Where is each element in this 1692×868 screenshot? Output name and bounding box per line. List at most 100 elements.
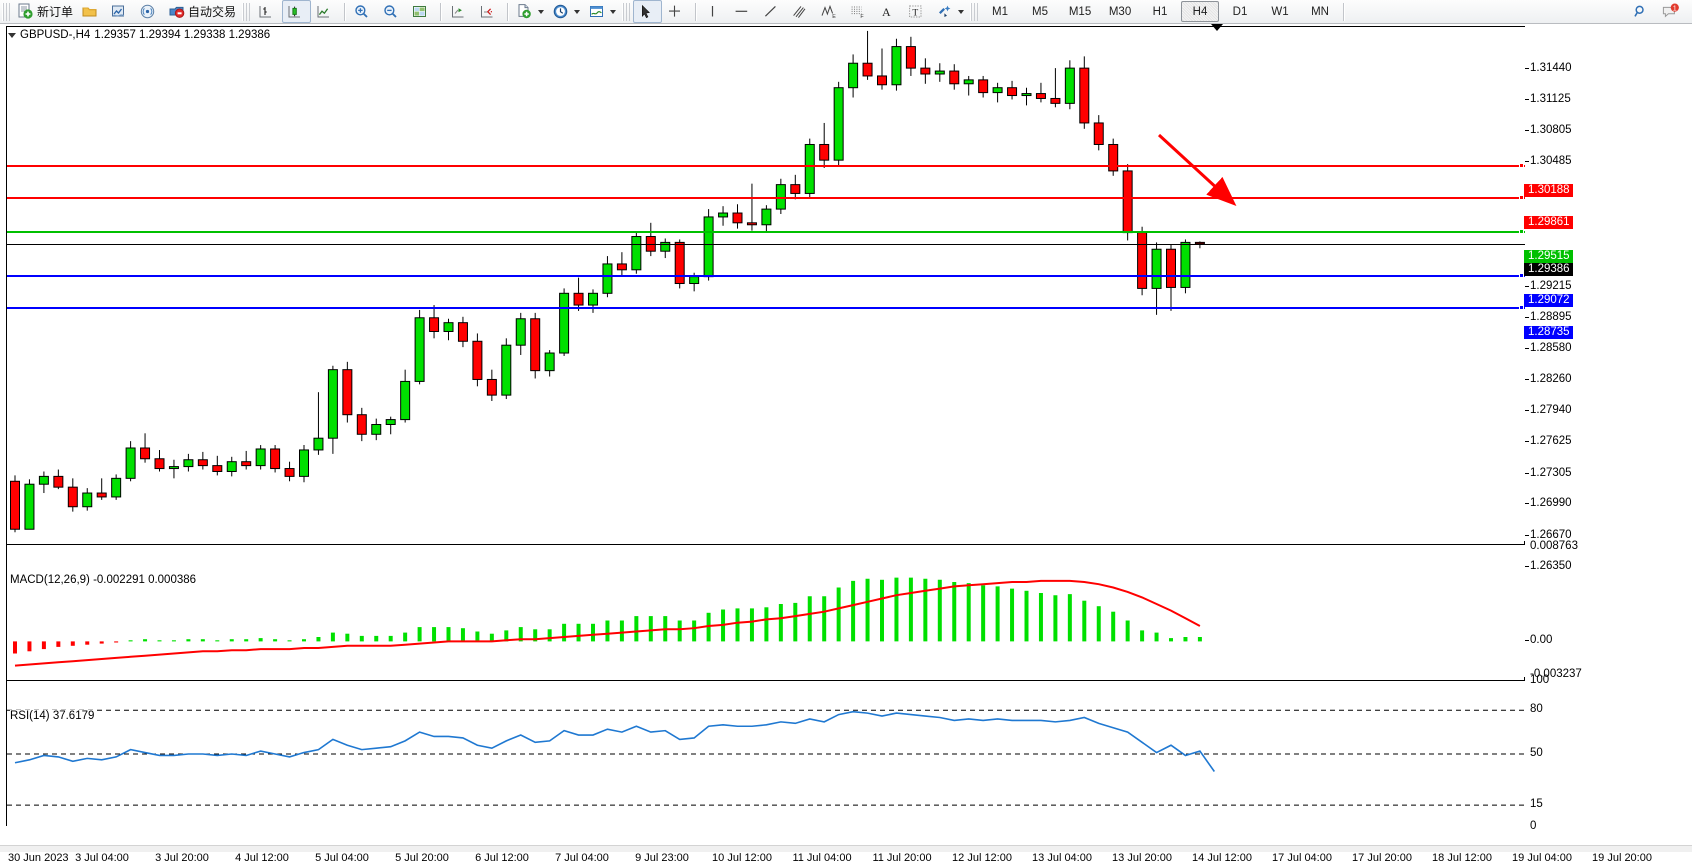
- window-collapse-caret-icon[interactable]: [1211, 24, 1223, 31]
- toolbar-grip-3[interactable]: [622, 2, 631, 21]
- auto-scroll-button[interactable]: [474, 0, 503, 23]
- new-chart-dropdown-caret[interactable]: [538, 9, 545, 14]
- candle-body: [1166, 248, 1176, 288]
- timeframe-h4[interactable]: H4: [1181, 1, 1220, 22]
- timeframe-h1[interactable]: H1: [1152, 5, 1168, 18]
- fibonacci-icon: F: [851, 6, 864, 20]
- period-dropdown-caret[interactable]: [574, 9, 581, 14]
- candle-body: [1035, 93, 1046, 99]
- chart-area[interactable]: GBPUSD-,H4 1.29357 1.29394 1.29338 1.293…: [0, 24, 1692, 864]
- candle-body: [443, 322, 454, 332]
- timeframe-mn[interactable]: MN: [1311, 5, 1329, 18]
- text-tool-button[interactable]: A: [874, 0, 903, 23]
- elliott-wave-tool-button[interactable]: E: [816, 0, 845, 23]
- templates-dropdown-caret[interactable]: [610, 9, 617, 14]
- price-axis[interactable]: 1.31440 1.31125 1.30805 1.30485 1.30188 1.298…: [1524, 50, 1692, 850]
- level-line-resistance-0[interactable]: [7, 165, 1525, 168]
- chart-shift-button[interactable]: [445, 0, 474, 23]
- new-order-button[interactable]: 新订单: [13, 0, 77, 23]
- horizontal-line-tool-button[interactable]: [729, 0, 758, 23]
- search-icon: [1634, 5, 1644, 17]
- rsi-axis-tick: 80: [1530, 703, 1543, 716]
- price-tag-support[interactable]: 1.28735: [1524, 326, 1573, 340]
- timeframe-m1[interactable]: M1: [992, 5, 1009, 18]
- rsi-axis-tick: 100: [1530, 674, 1550, 686]
- level-line-handle[interactable]: [1519, 229, 1524, 235]
- candlestick-chart-button[interactable]: [282, 0, 312, 23]
- grid-toggle-button[interactable]: [407, 0, 436, 23]
- clock-icon: [553, 4, 568, 19]
- price-axis-tick: 1.27305: [1525, 466, 1572, 479]
- level-line-handle[interactable]: [1519, 272, 1524, 278]
- price-pane[interactable]: [7, 27, 1525, 541]
- timeframe-d1[interactable]: D1: [1232, 5, 1248, 18]
- price-tag-entry[interactable]: 1.29515: [1524, 250, 1573, 264]
- cursor-tool-button[interactable]: [633, 0, 663, 23]
- candle-body: [154, 458, 165, 470]
- vertical-line-tool-button[interactable]: [700, 0, 729, 23]
- price-tag-resistance[interactable]: 1.30188: [1524, 184, 1573, 198]
- candle-body: [819, 143, 830, 161]
- timeframe-m5[interactable]: M5: [1032, 5, 1049, 18]
- level-line-resistance-1[interactable]: [7, 197, 1525, 200]
- level-line-entry-2[interactable]: [7, 231, 1525, 234]
- downtrend-arrow-icon[interactable]: [1157, 133, 1237, 207]
- rsi-axis-tick: 15: [1530, 798, 1543, 811]
- level-line-current-price-3[interactable]: [7, 243, 1525, 245]
- time-axis-label: 10 Jul 12:00: [712, 852, 772, 864]
- toolbar-grip-2[interactable]: [242, 2, 251, 21]
- grid-icon: [413, 6, 427, 17]
- bar-chart-button[interactable]: [253, 0, 282, 23]
- bar-chart-icon: [259, 6, 272, 18]
- search-button[interactable]: [1628, 0, 1657, 23]
- crosshair-tool-button[interactable]: [662, 0, 691, 23]
- level-line-handle[interactable]: [1519, 305, 1524, 311]
- period-button[interactable]: [548, 0, 584, 23]
- annotation-arrow: [1157, 133, 1237, 207]
- timeframe-w1[interactable]: W1: [1271, 5, 1289, 18]
- toolbar-grip-4[interactable]: [970, 2, 979, 21]
- text-label-tool-button[interactable]: T: [903, 0, 932, 23]
- line-chart-button[interactable]: [311, 0, 340, 23]
- auto-trading-button[interactable]: 自动交易: [164, 0, 240, 23]
- fibonacci-tool-button[interactable]: F: [845, 0, 874, 23]
- candle-body: [371, 423, 382, 435]
- level-line-handle[interactable]: [1519, 195, 1524, 201]
- chart-menu-triangle-icon[interactable]: [8, 32, 16, 38]
- price-tag-support[interactable]: 1.29072: [1524, 293, 1573, 307]
- equidistant-channel-tool-button[interactable]: [787, 0, 816, 23]
- new-chart-button[interactable]: [512, 0, 548, 23]
- candle-body: [515, 318, 526, 346]
- timeframe-m30[interactable]: M30: [1108, 5, 1132, 18]
- toolbar-grip[interactable]: [2, 2, 10, 21]
- market-watch-button[interactable]: [106, 0, 135, 23]
- candle-body: [660, 241, 671, 252]
- arrows-dropdown-caret[interactable]: [958, 9, 965, 14]
- candle-body: [38, 475, 49, 485]
- templates-button[interactable]: [584, 0, 620, 23]
- arrows-tool-button[interactable]: [932, 0, 968, 23]
- level-line-support-5[interactable]: [7, 307, 1525, 310]
- auto-trading-icon: [169, 6, 185, 18]
- time-axis-label: 13 Jul 04:00: [1032, 852, 1092, 864]
- vertical-line-icon: [711, 6, 714, 17]
- text-icon: A: [882, 5, 891, 19]
- time-axis-label: 4 Jul 12:00: [235, 852, 289, 864]
- timeframe-m15[interactable]: M15: [1068, 5, 1092, 18]
- open-data-folder-button[interactable]: [77, 0, 106, 23]
- notifications-button[interactable]: 1: [1657, 0, 1686, 23]
- rsi-pane[interactable]: [7, 680, 1525, 827]
- zoom-out-button[interactable]: [378, 0, 407, 23]
- signals-button[interactable]: [135, 0, 164, 23]
- trendline-tool-button[interactable]: [758, 0, 787, 23]
- candle-body: [833, 87, 844, 161]
- level-line-support-4[interactable]: [7, 274, 1525, 277]
- svg-text:T: T: [912, 7, 918, 18]
- time-axis[interactable]: 30 Jun 2023 3 Jul 04:00 3 Jul 20:00 4 Jul 1…: [6, 852, 1652, 868]
- price-tag-current-price[interactable]: 1.29386: [1524, 262, 1573, 276]
- price-tag-resistance[interactable]: 1.29861: [1524, 216, 1573, 230]
- zoom-in-button[interactable]: [349, 0, 378, 23]
- level-line-handle[interactable]: [1519, 163, 1524, 169]
- candle-body: [1021, 93, 1032, 97]
- macd-pane[interactable]: [7, 544, 1525, 677]
